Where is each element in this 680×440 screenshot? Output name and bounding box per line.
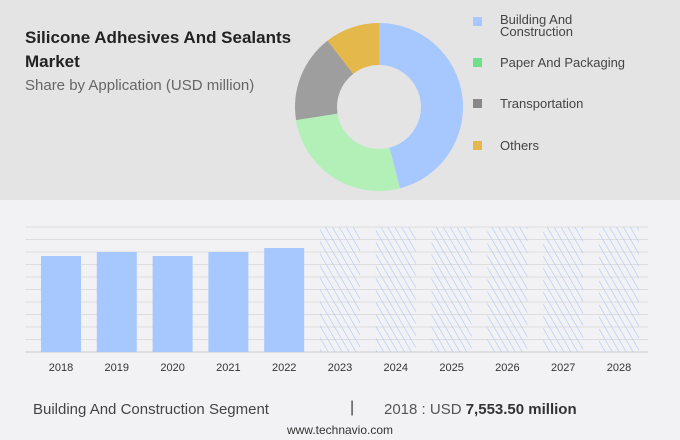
donut-slice-0 [379,23,463,189]
bar-2018 [41,256,81,352]
value-amount: 7,553.50 million [465,401,577,418]
donut-slice-3 [327,23,379,74]
forecast-bar-2024 [375,227,416,352]
forecast-bar-2028 [599,227,639,352]
legend-swatch [473,99,482,108]
legend-label: Paper And Packaging [500,55,626,70]
bar-2021 [208,251,249,352]
x-tick-label: 2018 [49,362,73,374]
donut-slice-1 [296,113,400,191]
x-tick-label: 2021 [216,362,240,374]
legend-label: Transportation [500,96,584,111]
bar-2022 [264,248,305,352]
legend-item-transportation: Transportation [473,96,666,125]
separator: | [350,399,355,416]
forecast-bar-2027 [543,227,584,352]
legend-swatch [473,58,482,67]
chart-subtitle: Share by Application (USD million) [25,77,255,94]
legend-swatch [473,17,482,26]
forecast-bar-2023 [320,227,360,352]
year-label: 2018 : USD [384,401,466,418]
legend-item-others: Others [473,138,666,167]
legend-label: Others [500,138,540,153]
x-tick-label: 2024 [384,362,408,374]
segment-value: 2018 : USD 7,553.50 million [384,401,577,418]
segment-label: Building And Construction Segment [33,401,269,418]
x-tick-label: 2022 [272,362,296,374]
bar-2020 [152,256,193,352]
legend-label: Building And Construction [500,12,573,39]
site-url: www.technavio.com [286,423,394,437]
x-tick-label: 2025 [439,362,463,374]
forecast-bar-2026 [487,227,528,352]
legend-item-paper: Paper And Packaging [473,55,666,84]
legend-swatch [473,141,482,150]
x-tick-label: 2019 [105,362,129,374]
donut-slice-2 [295,40,354,121]
forecast-bar-2025 [431,227,472,352]
x-tick-label: 2026 [495,362,519,374]
legend-item-building: Building And Construction [473,12,666,42]
x-tick-label: 2020 [160,362,184,374]
bar-2019 [96,251,137,352]
chart-title: Silicone Adhesives And Sealants Market [25,28,292,71]
x-tick-label: 2023 [328,362,352,374]
x-tick-label: 2028 [607,362,631,374]
x-tick-label: 2027 [551,362,575,374]
